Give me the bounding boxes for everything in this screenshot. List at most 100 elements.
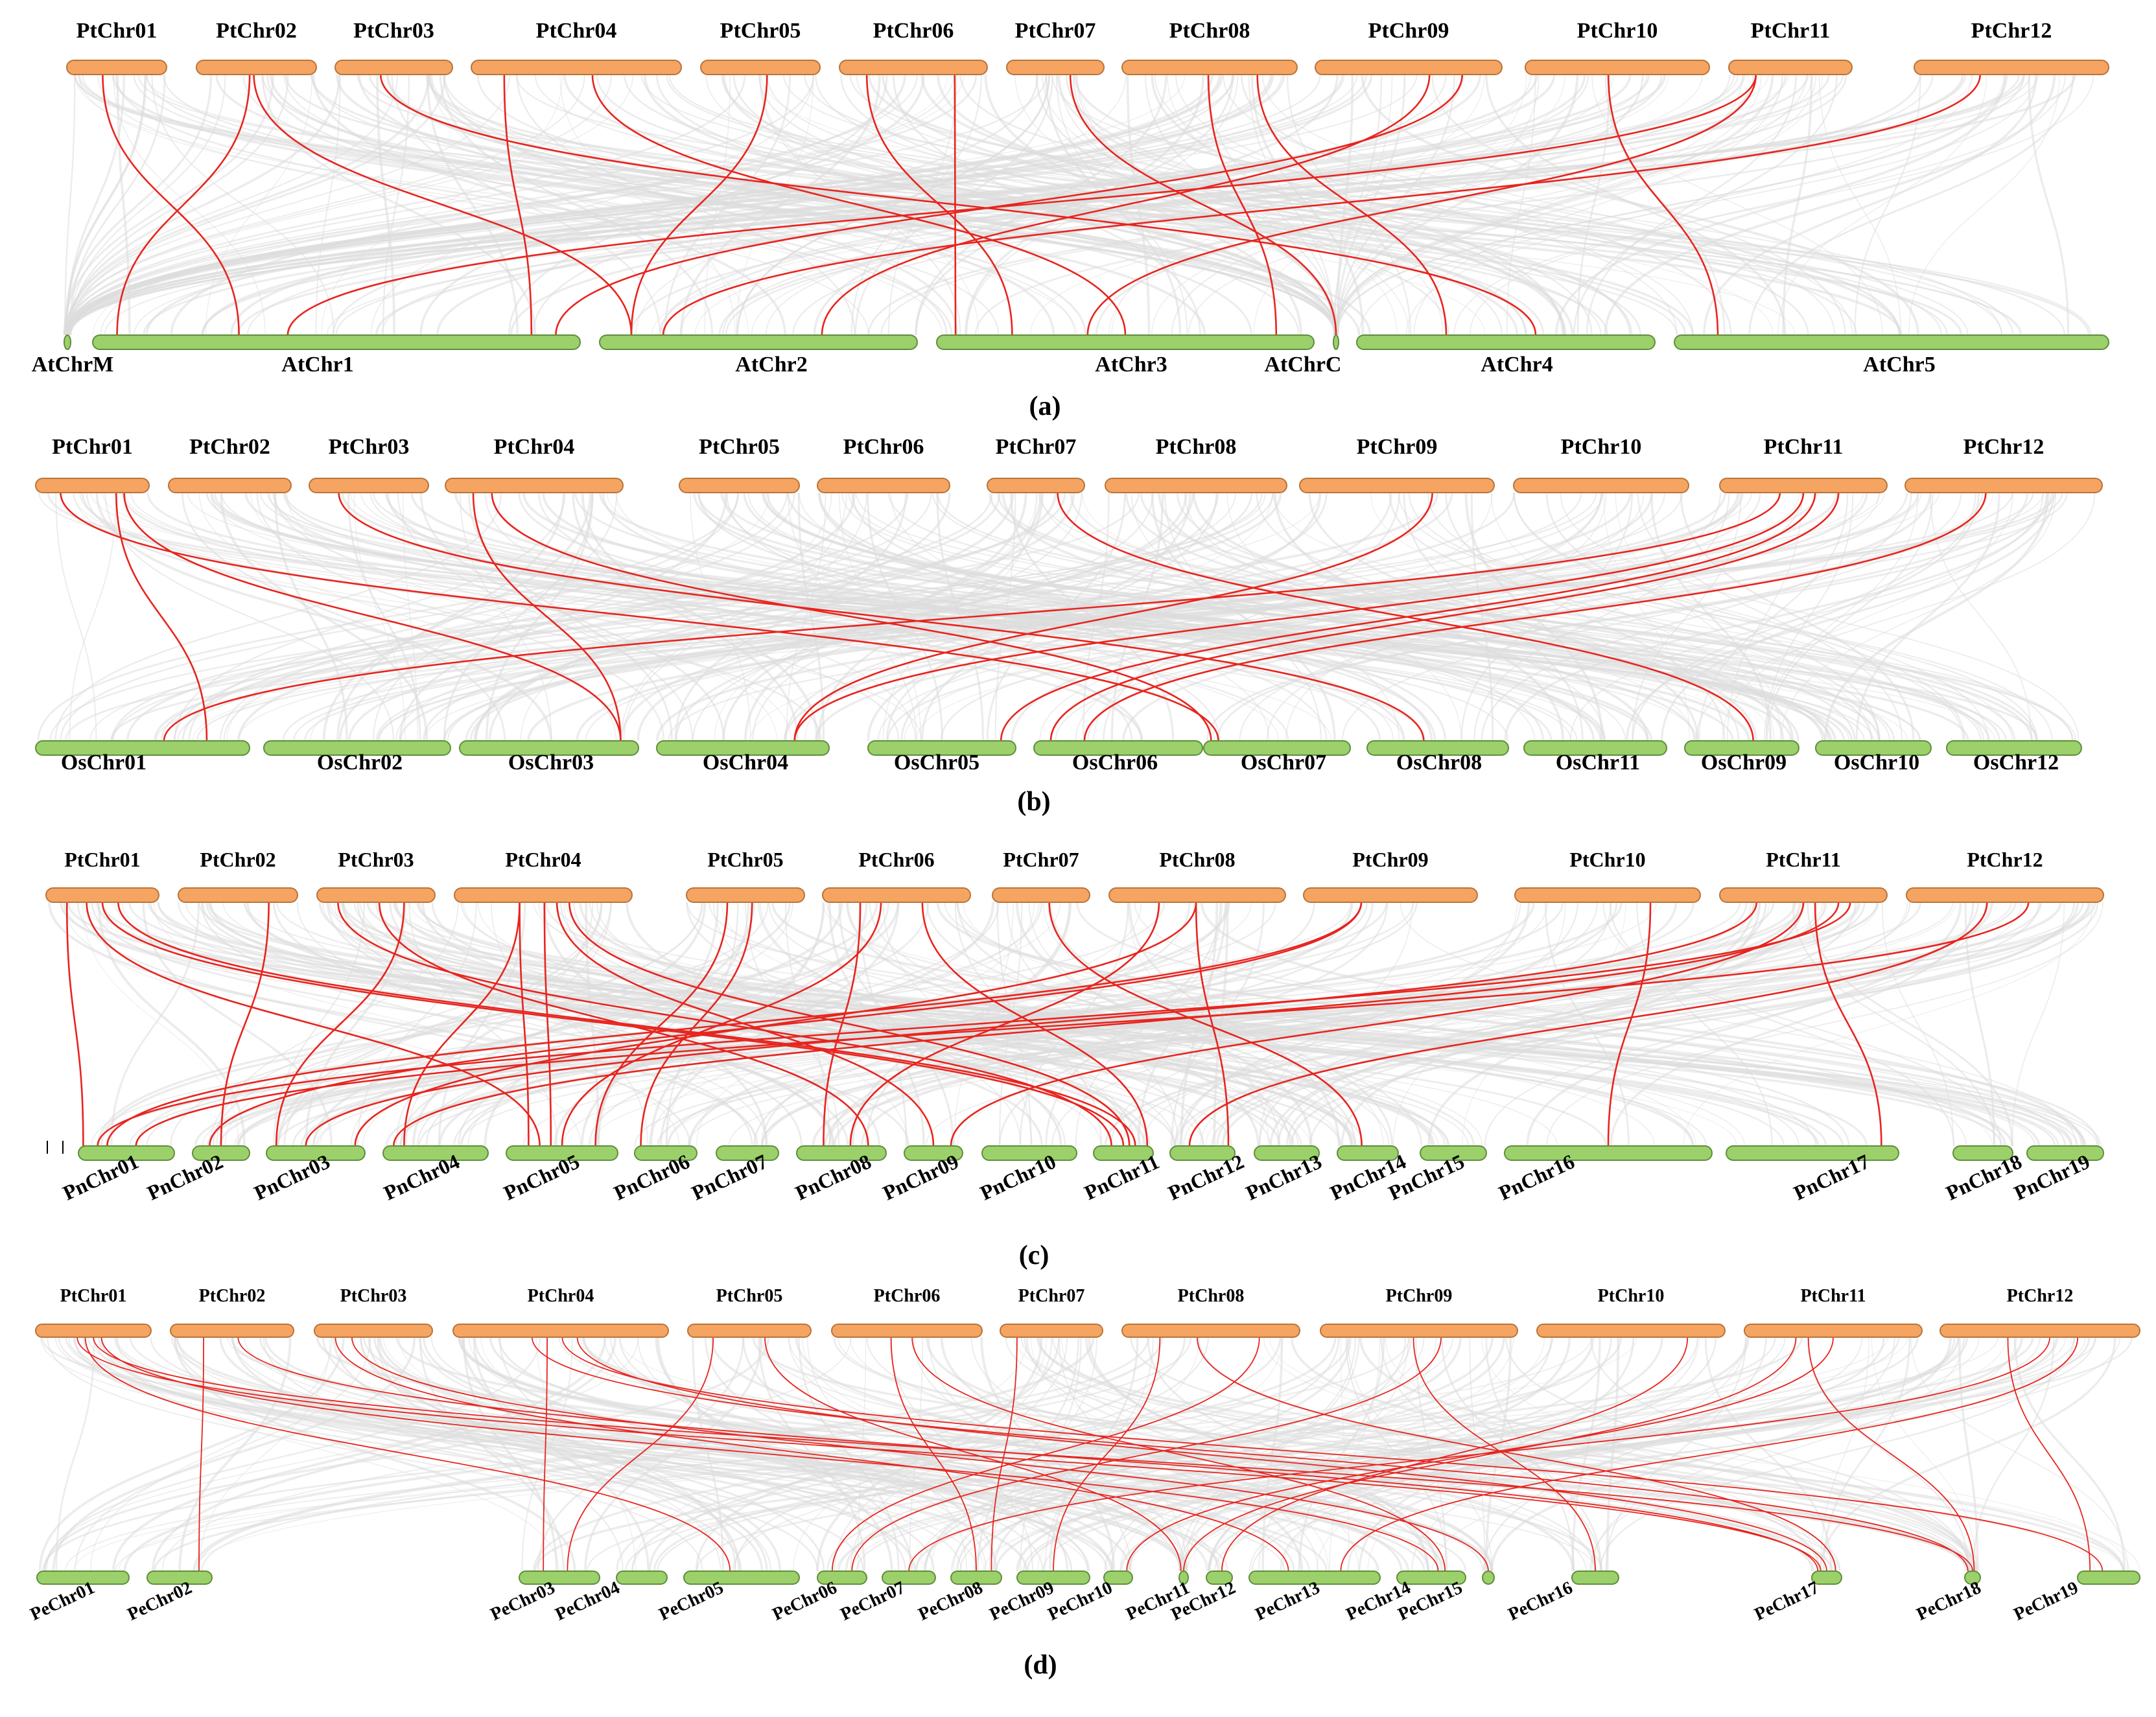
top-chromosome-label: PtChr04 [505, 848, 581, 871]
top-chromosome-PtChr11 [1744, 1324, 1923, 1338]
syntenic-link [1807, 1337, 1975, 1572]
bottom-chromosome-AtChr4 [1356, 334, 1656, 350]
background-link [1211, 902, 2099, 1147]
background-link [173, 492, 909, 742]
bottom-chromosome-label: AtChr2 [735, 353, 807, 377]
syntenic-link [1069, 74, 1337, 336]
background-link [782, 74, 2002, 336]
syntenic-link [163, 492, 1781, 742]
background-link [1929, 492, 2032, 742]
syntenic-link [1057, 492, 1754, 742]
background-link [1151, 74, 1564, 336]
top-chromosome-PtChr05 [686, 887, 805, 903]
top-chromosome-label: PtChr05 [699, 435, 780, 459]
background-link [1469, 74, 2066, 336]
bottom-chromosome-label: OsChr06 [1072, 751, 1158, 775]
background-link [649, 902, 1142, 1147]
background-link [1337, 74, 1823, 336]
background-link [1019, 1337, 1082, 1572]
background-link [1174, 902, 2040, 1147]
background-link [1490, 1337, 1952, 1572]
bottom-chromosome-PeChr11 [1178, 1571, 1189, 1585]
background-link [1082, 492, 1772, 742]
background-link [761, 74, 1774, 336]
top-chromosome-label: PtChr10 [1561, 435, 1642, 459]
syntenic-link [472, 492, 622, 742]
top-chromosome-label: PtChr01 [60, 1286, 127, 1306]
background-link [1485, 1337, 1575, 1572]
bottom-chromosome-PeChr14 [1396, 1571, 1466, 1585]
background-link [1440, 1337, 1602, 1572]
background-link [694, 74, 1703, 336]
background-links [37, 492, 2096, 742]
top-chromosome-label: PtChr11 [1800, 1286, 1866, 1306]
background-link [220, 492, 428, 742]
top-chromosome-label: PtChr03 [353, 19, 434, 43]
bottom-chromosome-label: PeChr03 [487, 1578, 558, 1625]
background-link [462, 1337, 558, 1572]
background-link [1261, 74, 1853, 336]
syntenic-link [1197, 1337, 1836, 1572]
top-chromosome-PtChr07 [987, 478, 1085, 493]
background-link [359, 902, 1271, 1147]
background-link [112, 1337, 607, 1572]
syntenic-link [1340, 1337, 2079, 1572]
background-link [145, 74, 1373, 336]
background-link [136, 902, 1166, 1147]
background-link [82, 902, 239, 1147]
background-link [60, 492, 788, 742]
bottom-chromosome-OsChr10 [1815, 740, 1932, 756]
background-link [353, 902, 1446, 1147]
background-link [964, 74, 1205, 336]
background-link [856, 1337, 2076, 1572]
background-link [1481, 492, 1912, 742]
background-link [1084, 1337, 1439, 1572]
top-chromosome-PtChr11 [1719, 478, 1888, 493]
top-chromosome-PtChr08 [1105, 478, 1287, 493]
background-link [1822, 1337, 1911, 1572]
background-link [1269, 902, 1804, 1147]
background-link [1819, 1337, 2116, 1572]
top-chromosome-PtChr11 [1728, 60, 1853, 75]
bottom-chromosome-PeChr12 [1206, 1571, 1233, 1585]
syntenic-link [84, 1337, 731, 1572]
background-link [96, 902, 2012, 1147]
background-link [710, 1337, 1443, 1572]
background-link [1361, 74, 1919, 336]
background-link [196, 1337, 1192, 1572]
background-link [202, 902, 1176, 1147]
background-link [784, 902, 830, 1147]
background-link [1546, 902, 2103, 1147]
background-link [868, 74, 1901, 336]
syntenic-link [503, 74, 533, 336]
background-link [170, 74, 906, 336]
background-link [1087, 492, 1880, 742]
bottom-chromosome-AtChrM [64, 334, 71, 350]
background-link [399, 492, 1727, 742]
top-chromosome-label: PtChr07 [1018, 1286, 1085, 1306]
syntenic-link [351, 1337, 1489, 1572]
background-link [940, 492, 1761, 742]
bottom-chromosome-label: PeChr17 [1752, 1578, 1822, 1625]
bottom-chromosome-label: AtChr4 [1481, 353, 1553, 377]
background-link [1484, 1337, 1512, 1572]
background-link [1249, 1337, 1863, 1572]
background-link [761, 902, 1866, 1147]
background-link [1200, 902, 2083, 1147]
background-link [1038, 492, 2073, 742]
syntenic-link [594, 902, 729, 1147]
syntenic-link [275, 902, 405, 1147]
background-link [1147, 1337, 1429, 1572]
background-link [955, 1337, 1505, 1572]
background-links [48, 902, 2103, 1147]
bottom-chromosome-PnChr01 [78, 1145, 175, 1161]
background-link [430, 1337, 1208, 1572]
syntenic-link [337, 902, 1112, 1147]
background-link [784, 492, 1653, 742]
background-link [792, 74, 1731, 336]
top-chromosome-label: PtChr01 [76, 19, 158, 43]
syntenic-link [123, 492, 622, 742]
background-link [788, 1337, 1491, 1572]
background-link [1186, 1337, 2007, 1572]
background-link [97, 902, 791, 1147]
